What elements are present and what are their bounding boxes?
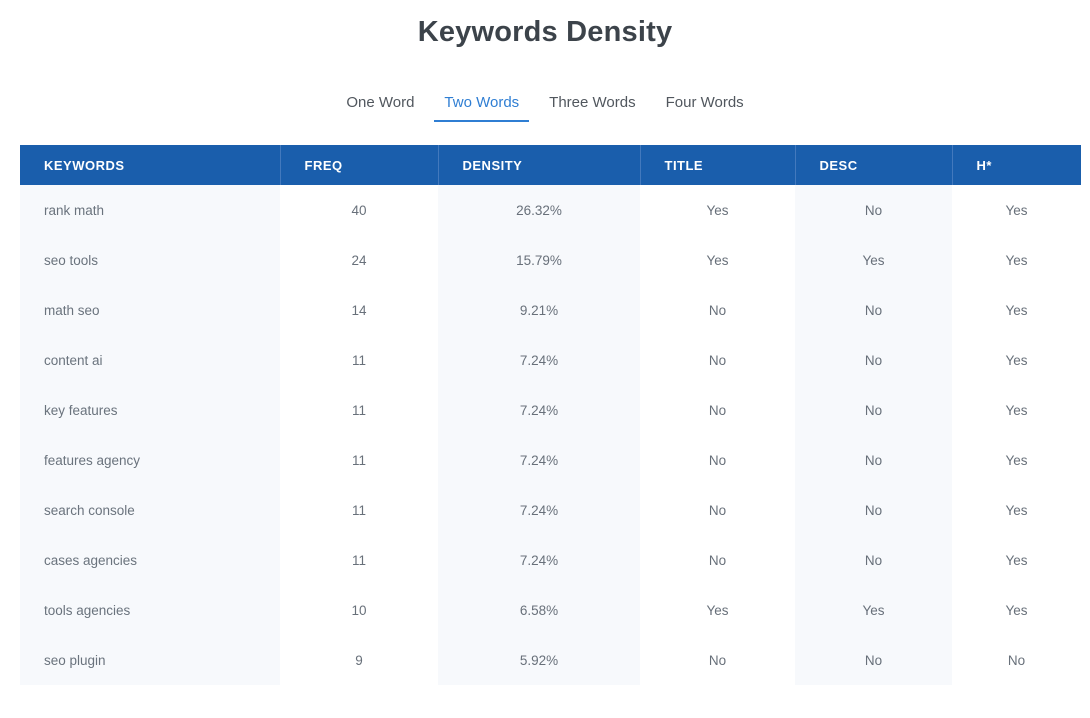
cell-title: No	[708, 402, 727, 418]
column-header-freq: FREQ	[279, 145, 438, 185]
cell-keyword: tools agencies	[20, 585, 280, 635]
cell-freq: 11	[351, 402, 366, 418]
word-count-tabs: One Word Two Words Three Words Four Word…	[0, 95, 1090, 122]
cell-density: 7.24%	[438, 535, 640, 585]
cell-freq: 9	[355, 652, 363, 668]
cell-h: Yes	[1005, 302, 1028, 318]
table-row: rank math 40 26.32% Yes No Yes	[20, 185, 1081, 235]
cell-keyword: rank math	[20, 185, 280, 235]
cell-desc: No	[795, 435, 952, 485]
column-header-keywords: KEYWORDS	[20, 145, 280, 185]
table-header: KEYWORDS FREQ DENSITY TITLE DESC H*	[20, 145, 1081, 185]
column-header-title: TITLE	[639, 145, 795, 185]
cell-density: 5.92%	[438, 635, 640, 685]
cell-freq: 11	[351, 452, 366, 468]
cell-desc: Yes	[795, 585, 952, 635]
cell-keyword: cases agencies	[20, 535, 280, 585]
cell-h: Yes	[1005, 402, 1028, 418]
cell-freq: 24	[351, 252, 367, 268]
table-row: features agency 11 7.24% No No Yes	[20, 435, 1081, 485]
column-header-h: H*	[951, 145, 1081, 185]
table-row: content ai 11 7.24% No No Yes	[20, 335, 1081, 385]
table-row: cases agencies 11 7.24% No No Yes	[20, 535, 1081, 585]
cell-desc: No	[795, 535, 952, 585]
cell-title: No	[708, 352, 727, 368]
cell-h: Yes	[1005, 352, 1028, 368]
table-body: rank math 40 26.32% Yes No Yes seo tools 24 15.7…	[20, 185, 1081, 685]
keywords-density-table: KEYWORDS FREQ DENSITY TITLE DESC H* rank…	[20, 145, 1081, 685]
table-row: math seo 14 9.21% No No Yes	[20, 285, 1081, 335]
cell-desc: No	[795, 385, 952, 435]
cell-h: Yes	[1005, 602, 1028, 618]
cell-title: Yes	[706, 602, 729, 618]
cell-density: 7.24%	[438, 485, 640, 535]
column-header-density: DENSITY	[437, 145, 640, 185]
tab-four-words[interactable]: Four Words	[665, 94, 744, 111]
cell-desc: No	[795, 335, 952, 385]
cell-keyword: features agency	[20, 435, 280, 485]
cell-keyword: seo plugin	[20, 635, 280, 685]
table-row: seo tools 24 15.79% Yes Yes Yes	[20, 235, 1081, 285]
cell-desc: No	[795, 185, 952, 235]
cell-title: No	[708, 302, 727, 318]
cell-h: Yes	[1005, 452, 1028, 468]
table-row: tools agencies 10 6.58% Yes Yes Yes	[20, 585, 1081, 635]
tab-one-word[interactable]: One Word	[346, 94, 415, 111]
cell-desc: No	[795, 485, 952, 535]
cell-keyword: math seo	[20, 285, 280, 335]
cell-keyword: seo tools	[20, 235, 280, 285]
cell-keyword: search console	[20, 485, 280, 535]
cell-density: 15.79%	[438, 235, 640, 285]
cell-title: No	[708, 652, 727, 668]
cell-h: Yes	[1005, 252, 1028, 268]
cell-desc: Yes	[795, 235, 952, 285]
cell-title: No	[708, 502, 727, 518]
cell-h: No	[1007, 652, 1026, 668]
table-row: seo plugin 9 5.92% No No No	[20, 635, 1081, 685]
cell-title: Yes	[706, 202, 729, 218]
cell-density: 7.24%	[438, 435, 640, 485]
tab-three-words[interactable]: Three Words	[549, 94, 636, 111]
cell-freq: 11	[351, 502, 366, 518]
tab-two-words[interactable]: Two Words	[434, 95, 530, 122]
cell-title: No	[708, 452, 727, 468]
cell-desc: No	[795, 635, 952, 685]
cell-title: No	[708, 552, 727, 568]
cell-h: Yes	[1005, 202, 1028, 218]
cell-h: Yes	[1005, 502, 1028, 518]
cell-density: 9.21%	[438, 285, 640, 335]
column-header-desc: DESC	[794, 145, 952, 185]
cell-h: Yes	[1005, 552, 1028, 568]
cell-freq: 14	[351, 302, 367, 318]
keywords-density-table-wrap: KEYWORDS FREQ DENSITY TITLE DESC H* rank…	[20, 145, 1081, 685]
cell-freq: 40	[351, 202, 367, 218]
cell-desc: No	[795, 285, 952, 335]
cell-density: 7.24%	[438, 385, 640, 435]
cell-title: Yes	[706, 252, 729, 268]
cell-freq: 10	[351, 602, 367, 618]
cell-density: 7.24%	[438, 335, 640, 385]
table-row: key features 11 7.24% No No Yes	[20, 385, 1081, 435]
page-title: Keywords Density	[417, 16, 673, 48]
cell-density: 26.32%	[438, 185, 640, 235]
cell-keyword: content ai	[20, 335, 280, 385]
cell-density: 6.58%	[438, 585, 640, 635]
cell-freq: 11	[351, 552, 366, 568]
cell-freq: 11	[351, 352, 366, 368]
table-row: search console 11 7.24% No No Yes	[20, 485, 1081, 535]
cell-keyword: key features	[20, 385, 280, 435]
